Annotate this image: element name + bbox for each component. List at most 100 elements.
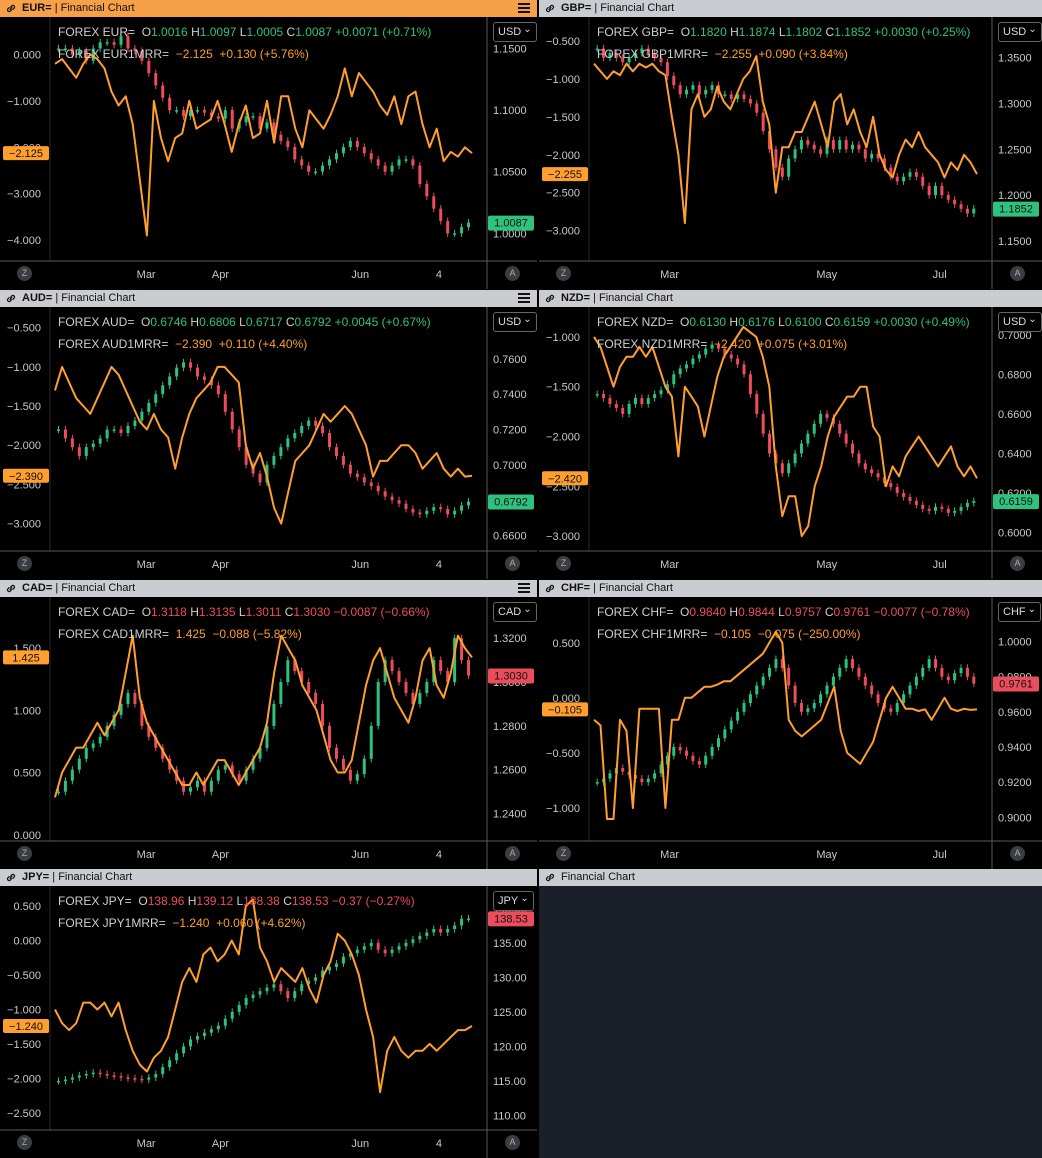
legend-close-value: 1.3030 [293, 605, 331, 619]
candle-body [467, 660, 471, 676]
auto-scale-button[interactable]: A [505, 556, 520, 571]
currency-select[interactable]: USD [998, 22, 1042, 42]
candle-body [230, 411, 234, 430]
panel-title-bar[interactable]: JPY= | Financial Chart [0, 869, 537, 886]
time-axis-label: Apr [212, 269, 229, 281]
auto-scale-button[interactable]: A [505, 846, 520, 861]
chart-panel-jpy[interactable]: JPY= | Financial Chart 0.500 0.000 −0.500 −1… [0, 869, 537, 1158]
candle-body [272, 122, 276, 135]
panel-title-bar[interactable]: AUD= | Financial Chart [0, 290, 537, 307]
panel-title-text: | Financial Chart [591, 2, 675, 14]
link-icon[interactable] [544, 872, 556, 883]
legend-open-label: O [680, 605, 690, 619]
empty-chart-panel[interactable]: Financial Chart [539, 869, 1042, 1158]
price-chart[interactable]: −0.500 −1.000 −1.500 −2.000 −2.500 −3.000 1.35… [539, 17, 1042, 289]
left-axis-tick-label: −1.500 [546, 112, 580, 124]
price-chart[interactable]: −1.000−1.500−2.000−2.500−3.0000.70000.68… [539, 307, 1042, 579]
panel-title-bar[interactable]: EUR= | Financial Chart [0, 0, 537, 17]
left-axis-tick-label: −3.000 [7, 189, 41, 201]
panel-title-bar[interactable]: Financial Chart [539, 869, 1042, 886]
candle-body [209, 780, 213, 792]
chart-panel-gbp[interactable]: GBP= | Financial Chart −0.500 −1.000 −1.500… [539, 0, 1042, 289]
legend-low-label: L [778, 315, 785, 329]
chart-panel-eur[interactable]: EUR= | Financial Chart0.000−1.000−2.000−… [0, 0, 537, 289]
auto-scale-button[interactable]: A [505, 1135, 520, 1150]
price-chart[interactable]: 0.000−1.000−2.000−3.000−4.0001.15001.100… [0, 17, 537, 289]
candle-body [595, 394, 599, 396]
spread-legend: FOREX JPY1MRR= −1.240 +0.060 (+4.62%) [58, 916, 306, 930]
link-icon[interactable] [5, 3, 17, 14]
chart-panel-chf[interactable]: CHF= | Financial Chart 0.500 0.000 −0.500 −1… [539, 580, 1042, 869]
right-axis-tick-label: 1.0000 [998, 637, 1032, 649]
auto-scale-button[interactable]: A [505, 266, 520, 281]
price-chart[interactable]: 0.500 0.000 −0.500 −1.000 −1.500 −2.000 −2.500… [0, 886, 537, 1158]
candle-body [133, 692, 137, 704]
left-axis-tick-label: 0.500 [13, 901, 41, 913]
price-chart[interactable]: −0.500−1.000−1.500−2.000−2.500−3.0000.76… [0, 307, 537, 579]
candle-body [286, 660, 290, 683]
zoom-button[interactable]: Z [17, 556, 32, 571]
panel-title-bar[interactable]: CAD= | Financial Chart [0, 580, 537, 597]
candle-body [439, 928, 443, 933]
candle-body [780, 659, 784, 668]
currency-select[interactable]: USD [493, 312, 537, 332]
hamburger-menu-icon[interactable] [518, 583, 530, 594]
hamburger-menu-icon[interactable] [518, 3, 530, 14]
link-icon[interactable] [5, 872, 17, 883]
chart-panel-cad[interactable]: CAD= | Financial Chart 1.500 1.000 0.500 0.0… [0, 580, 537, 869]
currency-select[interactable]: JPY [493, 891, 534, 911]
candle-body [161, 385, 165, 395]
link-icon[interactable] [544, 3, 556, 14]
right-axis-tick-label: 0.7400 [493, 389, 527, 401]
auto-scale-button[interactable]: A [1010, 556, 1025, 571]
panel-title-symbol: EUR= [22, 2, 52, 14]
zoom-button[interactable]: Z [17, 1135, 32, 1150]
candle-body [710, 746, 714, 756]
candle-body [202, 780, 206, 792]
panel-title-bar[interactable]: NZD= | Financial Chart [539, 290, 1042, 307]
left-axis-tick-label: −1.000 [7, 362, 41, 374]
zoom-button[interactable]: Z [556, 846, 571, 861]
zoom-button[interactable]: Z [17, 266, 32, 281]
link-icon[interactable] [544, 293, 556, 304]
candle-body [812, 144, 816, 150]
price-chart[interactable]: 0.5000.000−0.500−1.0001.00000.98000.9600… [539, 597, 1042, 869]
candle-body [147, 1077, 151, 1080]
legend-close-label: C [286, 25, 296, 39]
currency-select[interactable]: USD [493, 22, 537, 42]
price-legend: FOREX CAD= O1.3118 H1.3135 L1.3011 C1.30… [58, 605, 430, 619]
link-icon[interactable] [5, 583, 17, 594]
link-icon[interactable] [544, 583, 556, 594]
candle-body [237, 774, 241, 781]
candle-body [819, 694, 823, 704]
left-axis-tick-label: −0.500 [546, 36, 580, 48]
chart-panel-nzd[interactable]: NZD= | Financial Chart −1.000 −1.500 −2.000… [539, 290, 1042, 579]
auto-scale-button[interactable]: A [1010, 846, 1025, 861]
panel-title-bar[interactable]: CHF= | Financial Chart [539, 580, 1042, 597]
candle-body [812, 703, 816, 709]
panel-title-bar[interactable]: GBP= | Financial Chart [539, 0, 1042, 17]
candle-body [870, 685, 874, 695]
right-axis-tick-label: 130.00 [493, 972, 527, 984]
zoom-button[interactable]: Z [556, 266, 571, 281]
currency-select[interactable]: CAD [493, 602, 537, 622]
link-icon[interactable] [5, 293, 17, 304]
hamburger-menu-icon[interactable] [518, 293, 530, 304]
candle-body [768, 130, 772, 150]
candle-body [748, 694, 752, 704]
spread-legend: FOREX GBP1MRR= −2.255 +0.090 (+3.84%) [597, 47, 848, 61]
currency-select[interactable]: USD [998, 312, 1042, 332]
auto-scale-button[interactable]: A [1010, 266, 1025, 281]
right-axis-tick-label: 1.1500 [998, 236, 1032, 248]
right-last-price-text: 138.53 [494, 913, 528, 925]
chart-panel-aud[interactable]: AUD= | Financial Chart −0.500 −1.000 −1.500… [0, 290, 537, 579]
price-chart[interactable]: 1.5001.0000.5000.0001.32001.30001.28001.… [0, 597, 537, 869]
candle-body [453, 638, 457, 683]
candle-body [710, 344, 714, 349]
zoom-button[interactable]: Z [556, 556, 571, 571]
candle-body [286, 140, 290, 148]
candle-body [799, 140, 803, 150]
currency-select[interactable]: CHF [998, 602, 1041, 622]
zoom-button[interactable]: Z [17, 846, 32, 861]
candle-body [189, 787, 193, 792]
